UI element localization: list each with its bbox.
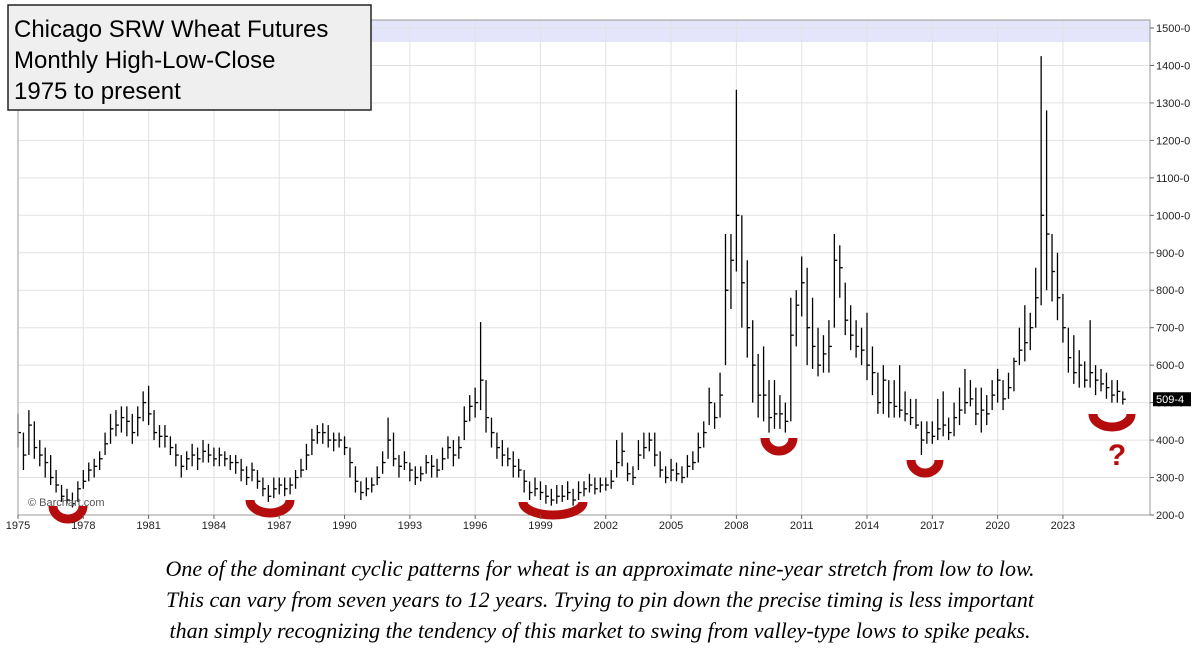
x-tick-label: 1984 — [202, 520, 226, 532]
y-tick-label: 1500-0 — [1156, 23, 1190, 35]
x-tick-label: 1993 — [398, 520, 422, 532]
y-tick-label: 200-0 — [1156, 510, 1184, 522]
y-tick-label: 400-0 — [1156, 435, 1184, 447]
title-box — [7, 4, 372, 111]
x-tick-label: 2020 — [985, 520, 1009, 532]
y-tick-label: 300-0 — [1156, 473, 1184, 485]
bars — [17, 56, 1126, 508]
caption-line: than simply recognizing the tendency of … — [169, 618, 1030, 643]
x-tick-label: 1999 — [528, 520, 552, 532]
question-mark: ? — [1108, 439, 1126, 472]
y-tick-label: 1400-0 — [1156, 60, 1190, 72]
cycle-lows — [48, 413, 1136, 524]
x-tick-label: 2014 — [855, 520, 879, 532]
low-arc — [1088, 413, 1136, 432]
title-line: Monthly High-Low-Close — [14, 47, 275, 74]
low-arc — [518, 501, 588, 520]
caption-line: This can vary from seven years to 12 yea… — [166, 587, 1035, 612]
x-tick-label: 2011 — [790, 520, 814, 532]
x-tick-label: 1975 — [6, 520, 30, 532]
last-price-box — [1153, 392, 1191, 407]
plot-frame — [17, 19, 1151, 516]
last-price-label: 509-4 — [1156, 394, 1184, 406]
x-tick-label: 2002 — [594, 520, 618, 532]
x-tick-label: 1990 — [332, 520, 356, 532]
x-tick-label: 2023 — [1051, 520, 1075, 532]
axes: 200-0300-0400-0500-0600-0700-0800-0900-0… — [6, 23, 1191, 532]
low-arc — [245, 499, 295, 518]
y-tick-label: 1100-0 — [1156, 173, 1189, 185]
source: © Barchart.com — [28, 497, 105, 509]
low-arc — [906, 459, 944, 478]
y-tick-label: 800-0 — [1156, 285, 1184, 297]
y-tick-label: 1000-0 — [1156, 210, 1190, 222]
low-arc — [48, 505, 88, 524]
y-tick-label: 1300-0 — [1156, 98, 1190, 110]
y-tick-label: 1200-0 — [1156, 135, 1190, 147]
low-arc — [760, 437, 798, 456]
x-tick-label: 1981 — [136, 520, 160, 532]
x-tick-label: 2017 — [920, 520, 944, 532]
caption-line: One of the dominant cyclic patterns for … — [165, 556, 1034, 581]
x-tick-label: 2005 — [659, 520, 683, 532]
y-tick-label: 600-0 — [1156, 360, 1184, 372]
x-tick-label: 1978 — [71, 520, 95, 532]
y-tick-label: 700-0 — [1156, 323, 1184, 335]
title-line: 1975 to present — [14, 78, 181, 105]
x-tick-label: 2008 — [724, 520, 748, 532]
x-tick-label: 1987 — [267, 520, 291, 532]
x-tick-label: 1996 — [463, 520, 487, 532]
y-tick-label: 900-0 — [1156, 248, 1184, 260]
title-line: Chicago SRW Wheat Futures — [14, 16, 328, 43]
